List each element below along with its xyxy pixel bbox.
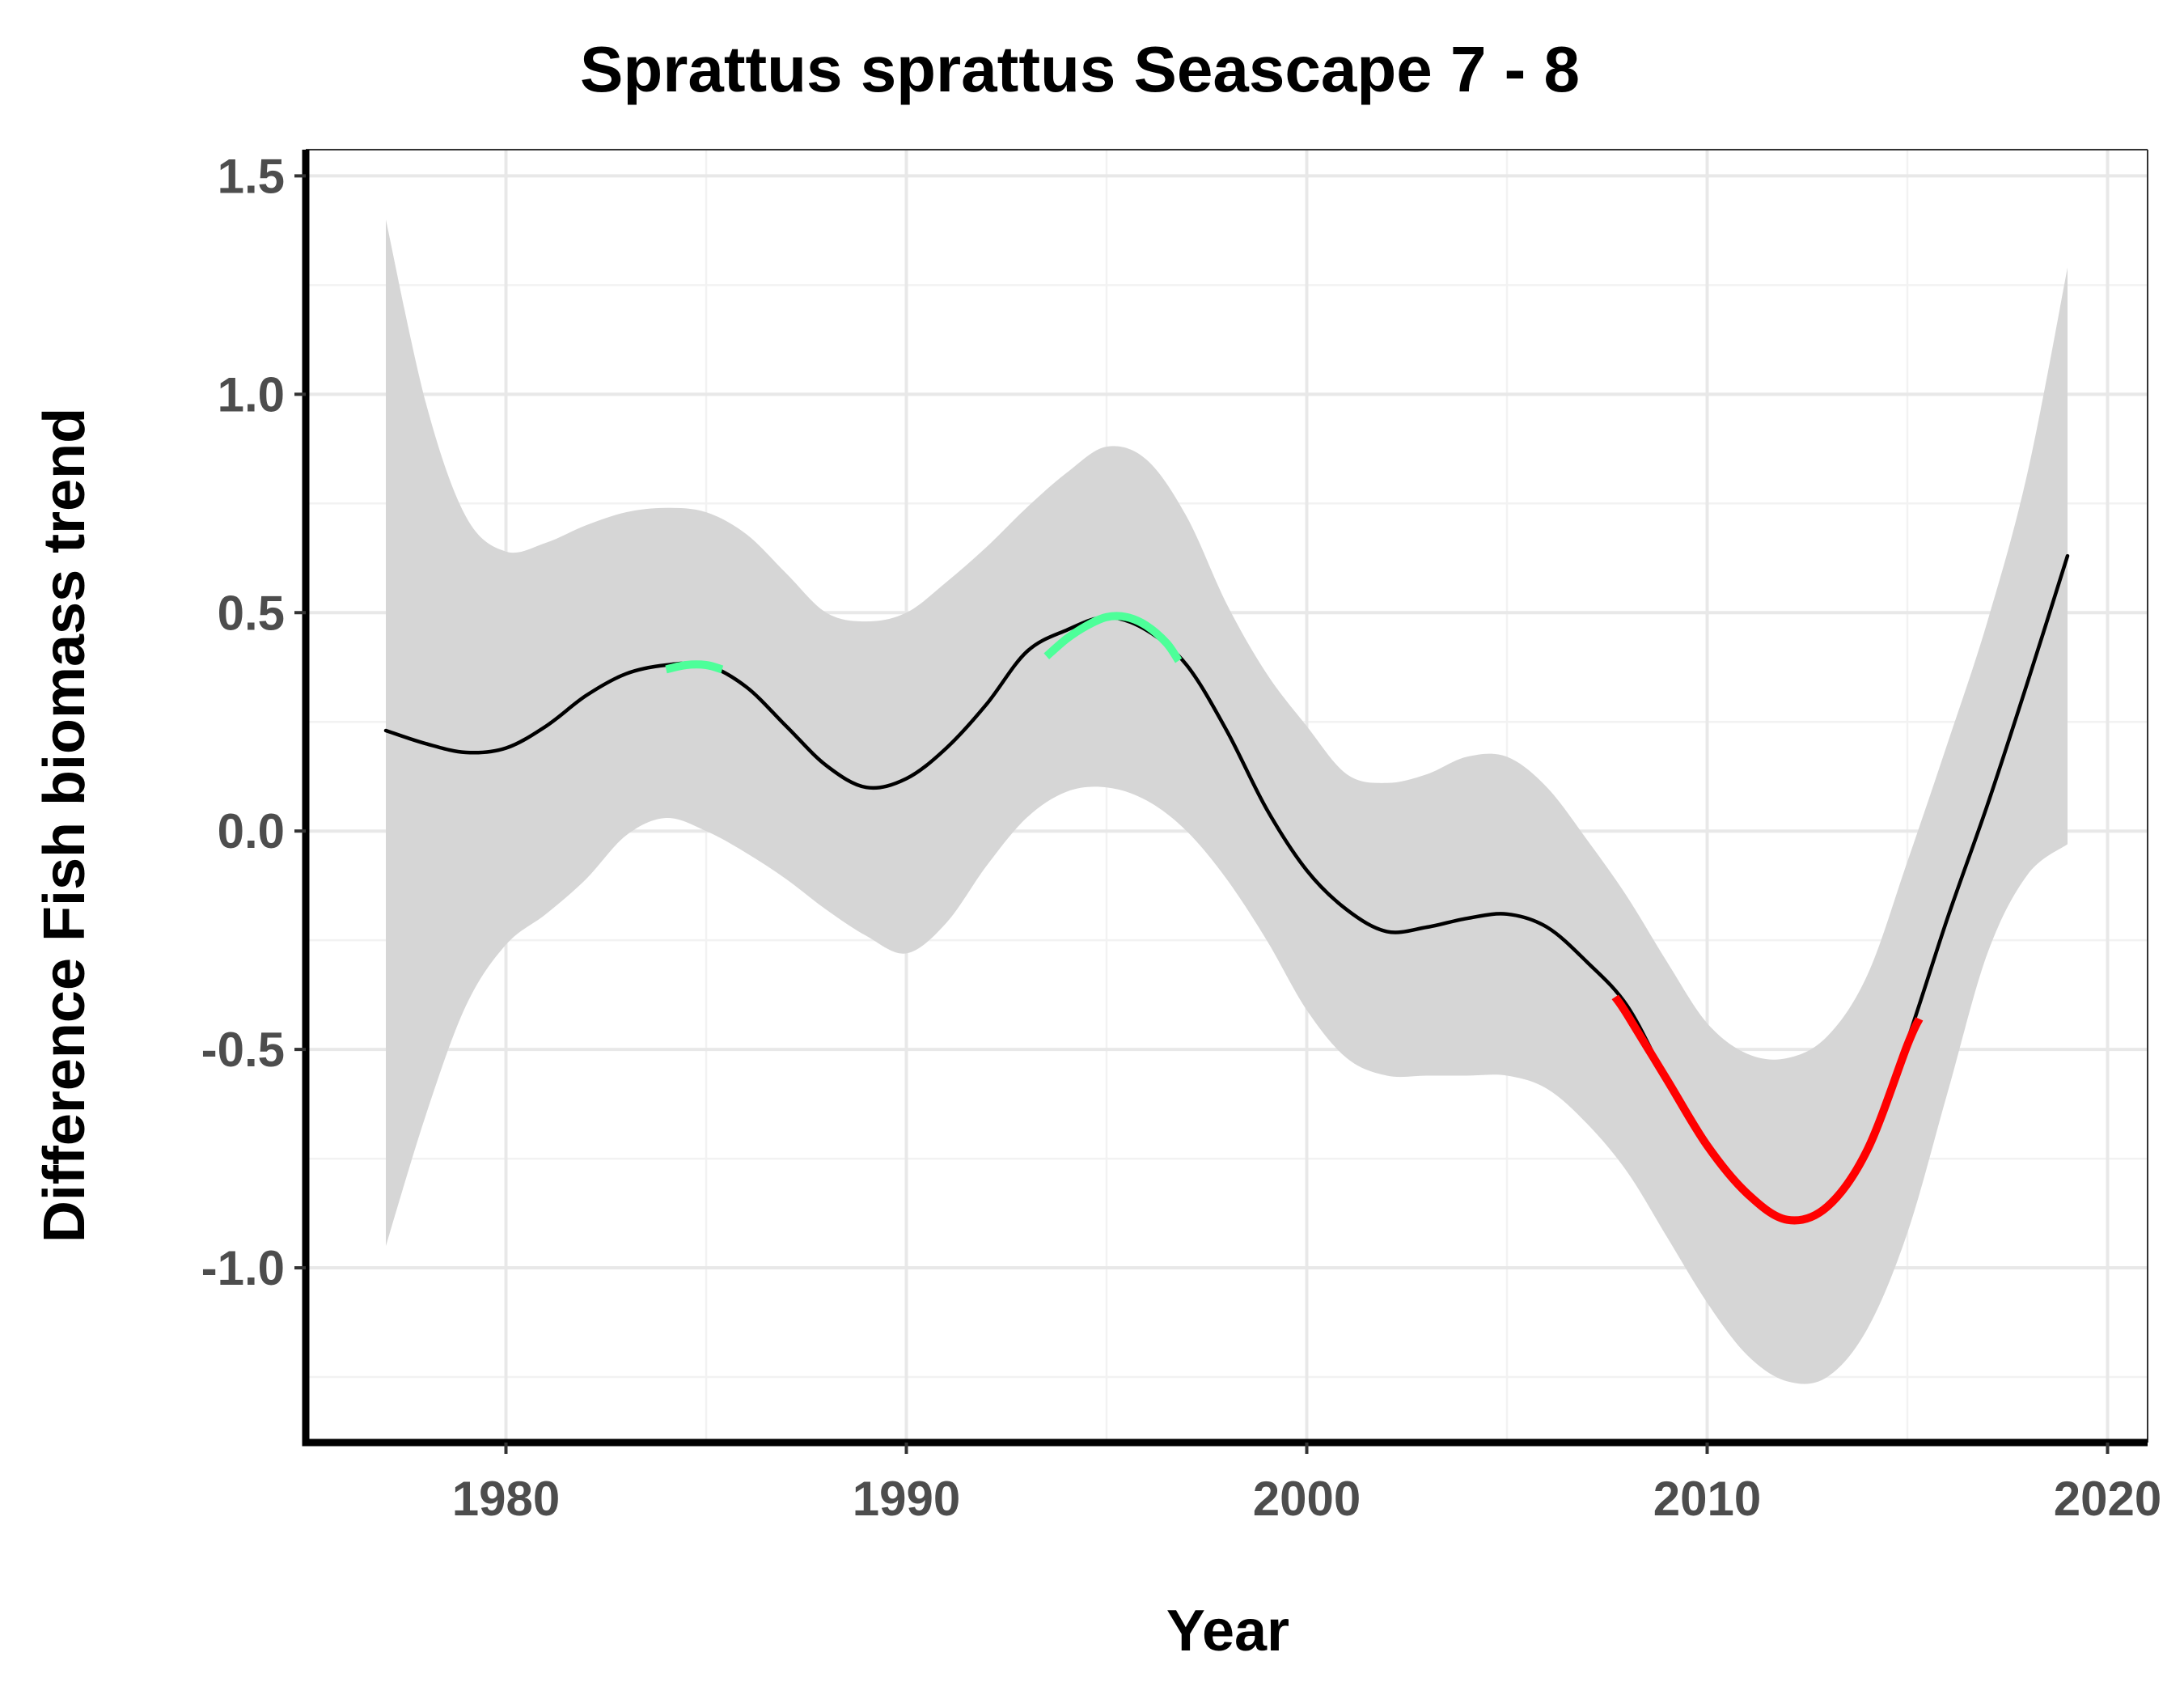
- increase-segment: [1043, 612, 1183, 663]
- y-axis-title: Difference Fish biomass trend: [32, 408, 97, 1243]
- x-tick-label: 2020: [2054, 1472, 2161, 1526]
- y-tick-label: -1.0: [201, 1241, 285, 1295]
- decrease-segment: [1611, 994, 1924, 1225]
- x-tick-label: 1990: [853, 1472, 960, 1526]
- y-tick-label: 0.5: [218, 586, 285, 640]
- x-axis-ticks: 1980 1990 2000 2010 2020: [452, 1443, 2161, 1526]
- x-tick-label: 1980: [452, 1472, 560, 1526]
- highlight-segments: [665, 612, 1924, 1225]
- x-tick-label: 2010: [1653, 1472, 1761, 1526]
- confidence-ribbon: [386, 219, 2068, 1384]
- chart-title: Sprattus sprattus Seascape 7 - 8: [580, 33, 1580, 105]
- y-axis-ticks: -1.0 -0.5 0.0 0.5 1.0 1.5: [201, 149, 306, 1295]
- x-axis-title: Year: [1166, 1599, 1289, 1663]
- increase-segment: [665, 660, 724, 674]
- y-tick-label: -0.5: [201, 1023, 285, 1077]
- x-tick-label: 2000: [1253, 1472, 1361, 1526]
- y-tick-label: 1.5: [218, 149, 285, 203]
- y-tick-label: 0.0: [218, 804, 285, 858]
- y-tick-label: 1.0: [218, 367, 285, 422]
